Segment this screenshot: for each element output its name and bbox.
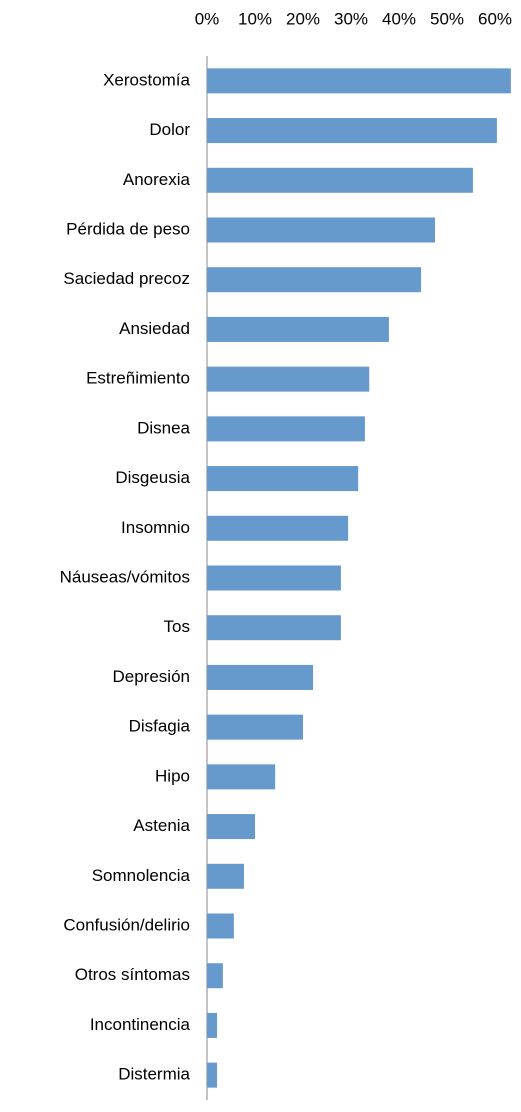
bar (207, 217, 435, 243)
bar (207, 1062, 218, 1088)
bar (207, 466, 359, 492)
bar (207, 963, 223, 989)
y-tick-label: Depresión (113, 667, 191, 686)
y-tick-label: Xerostomía (103, 70, 190, 89)
bar (207, 366, 370, 392)
bar (207, 316, 389, 342)
y-tick-label: Anorexia (123, 170, 191, 189)
bar (207, 68, 511, 94)
y-tick-label: Somnolencia (92, 866, 191, 885)
y-tick-label: Saciedad precoz (63, 269, 190, 288)
y-tick-label: Ansiedad (119, 319, 190, 338)
bar (207, 615, 341, 641)
y-tick-label: Tos (164, 617, 190, 636)
bar (207, 267, 422, 293)
x-tick-label: 30% (334, 9, 368, 28)
y-tick-label: Otros síntomas (75, 965, 190, 984)
y-tick-label: Disnea (137, 418, 190, 437)
y-tick-label: Incontinencia (90, 1015, 191, 1034)
y-tick-label: Dolor (149, 120, 190, 139)
bar (207, 515, 349, 541)
bar (207, 863, 244, 889)
y-tick-label: Insomnio (121, 518, 190, 537)
x-tick-label: 40% (382, 9, 416, 28)
x-tick-label: 10% (238, 9, 272, 28)
bar (207, 913, 234, 939)
bar (207, 167, 473, 193)
y-tick-label: Disfagia (129, 717, 191, 736)
y-tick-label: Distermia (118, 1065, 190, 1084)
bar (207, 565, 341, 591)
y-tick-label: Hipo (155, 766, 190, 785)
bar (207, 1012, 218, 1038)
bar (207, 416, 365, 442)
y-tick-label: Confusión/delirio (63, 915, 190, 934)
y-tick-label: Disgeusia (115, 468, 190, 487)
bar (207, 764, 276, 790)
x-tick-label: 0% (195, 9, 220, 28)
x-tick-label: 50% (430, 9, 464, 28)
y-tick-label: Pérdida de peso (66, 219, 190, 238)
bar (207, 664, 314, 690)
bar (207, 814, 255, 840)
bar (207, 714, 303, 740)
x-tick-label: 60% (478, 9, 512, 28)
y-tick-label: Estreñimiento (86, 369, 190, 388)
y-tick-label: Náuseas/vómitos (60, 567, 190, 586)
bar (207, 118, 497, 144)
x-tick-label: 20% (286, 9, 320, 28)
y-tick-label: Astenia (133, 816, 190, 835)
